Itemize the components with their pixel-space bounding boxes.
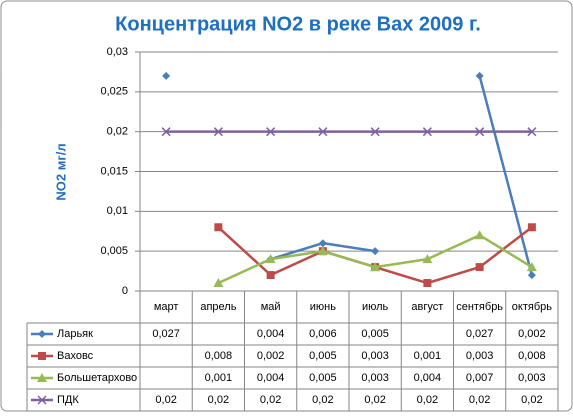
marker	[474, 230, 485, 240]
marker	[318, 127, 328, 137]
table-value: 0,005	[361, 328, 389, 340]
y-tick-label: 0,015	[100, 165, 128, 177]
legend-marker	[38, 352, 46, 360]
marker	[423, 279, 432, 288]
x-tick-label-box: апрель	[200, 300, 237, 313]
table-value: 0,004	[257, 328, 285, 340]
marker	[370, 127, 380, 137]
x-tick-label: май	[260, 300, 281, 313]
legend-label: Большетархово	[57, 372, 137, 384]
x-tick-label-box: март	[153, 300, 179, 313]
marker	[422, 254, 433, 264]
table-value: 0,003	[361, 372, 389, 384]
marker	[475, 71, 484, 80]
marker	[475, 263, 484, 272]
marker	[475, 127, 485, 137]
table-value: 0,001	[414, 350, 442, 362]
marker	[527, 127, 537, 137]
x-tick-label: октябрь	[511, 300, 552, 313]
x-tick-label: апрель	[200, 300, 237, 313]
legend-label: Ваховс	[57, 350, 94, 362]
legend-label: ПДК	[57, 394, 79, 406]
table-value: 0,027	[152, 328, 180, 340]
marker	[266, 271, 275, 280]
marker	[161, 127, 171, 137]
table-value: 0,02	[521, 394, 542, 406]
table-value: 0,02	[469, 394, 490, 406]
x-tick-label: август	[411, 300, 444, 313]
table-value: 0,003	[361, 350, 389, 362]
table-value: 0,004	[414, 372, 442, 384]
marker	[527, 223, 536, 232]
marker	[422, 127, 432, 137]
marker	[370, 262, 381, 272]
table-value: 0,003	[518, 372, 546, 384]
x-tick-label-box: август	[411, 300, 444, 313]
legend-marker	[37, 373, 47, 382]
x-tick-label-box: май	[260, 300, 281, 313]
table-value: 0,002	[257, 350, 285, 362]
y-tick-label: 0,005	[100, 245, 128, 257]
marker	[317, 246, 328, 256]
marker	[213, 278, 224, 288]
x-tick-label: март	[153, 300, 179, 313]
table-value: 0,008	[205, 350, 233, 362]
table-value: 0,02	[155, 394, 176, 406]
table-value: 0,005	[309, 350, 337, 362]
x-tick-label: июнь	[309, 300, 336, 313]
table-value: 0,004	[257, 372, 285, 384]
table-value: 0,02	[417, 394, 438, 406]
legend-marker	[37, 395, 47, 405]
table-value: 0,02	[312, 394, 333, 406]
x-tick-label: июль	[361, 300, 389, 313]
marker	[214, 223, 223, 232]
table-value: 0,003	[466, 350, 494, 362]
table-value: 0,005	[309, 372, 337, 384]
x-tick-label: сентябрь	[456, 300, 504, 313]
x-tick-label-box: сентябрь	[456, 300, 504, 313]
legend-marker	[38, 330, 46, 338]
table-value: 0,002	[518, 328, 546, 340]
table-value: 0,02	[364, 394, 385, 406]
legend-label: Ларьяк	[57, 328, 93, 340]
marker	[265, 254, 276, 264]
table-value: 0,006	[309, 328, 337, 340]
marker	[213, 127, 223, 137]
table-value: 0,008	[518, 350, 546, 362]
marker	[318, 239, 327, 248]
chart-title: Концентрация NO2 в реке Вах 2009 г.	[115, 13, 481, 35]
x-tick-label-box: октябрь	[511, 300, 552, 313]
x-tick-label-box: июль	[361, 300, 389, 313]
y-tick-label: 0,03	[107, 46, 128, 58]
y-tick-label: 0	[122, 285, 128, 297]
table-value: 0,02	[208, 394, 229, 406]
table-value: 0,007	[466, 372, 494, 384]
x-tick-label-box: июнь	[309, 300, 336, 313]
y-tick-label: 0,01	[107, 205, 128, 217]
marker	[162, 71, 171, 80]
marker	[371, 247, 380, 256]
table-value: 0,001	[205, 372, 233, 384]
y-axis-label: NO2 мг/л	[53, 143, 68, 200]
y-tick-label: 0,02	[107, 126, 128, 138]
marker	[527, 271, 536, 280]
table-value: 0,02	[260, 394, 281, 406]
table-value: 0,027	[466, 328, 494, 340]
marker	[266, 127, 276, 137]
marker	[526, 262, 537, 272]
y-tick-label: 0,025	[100, 86, 128, 98]
